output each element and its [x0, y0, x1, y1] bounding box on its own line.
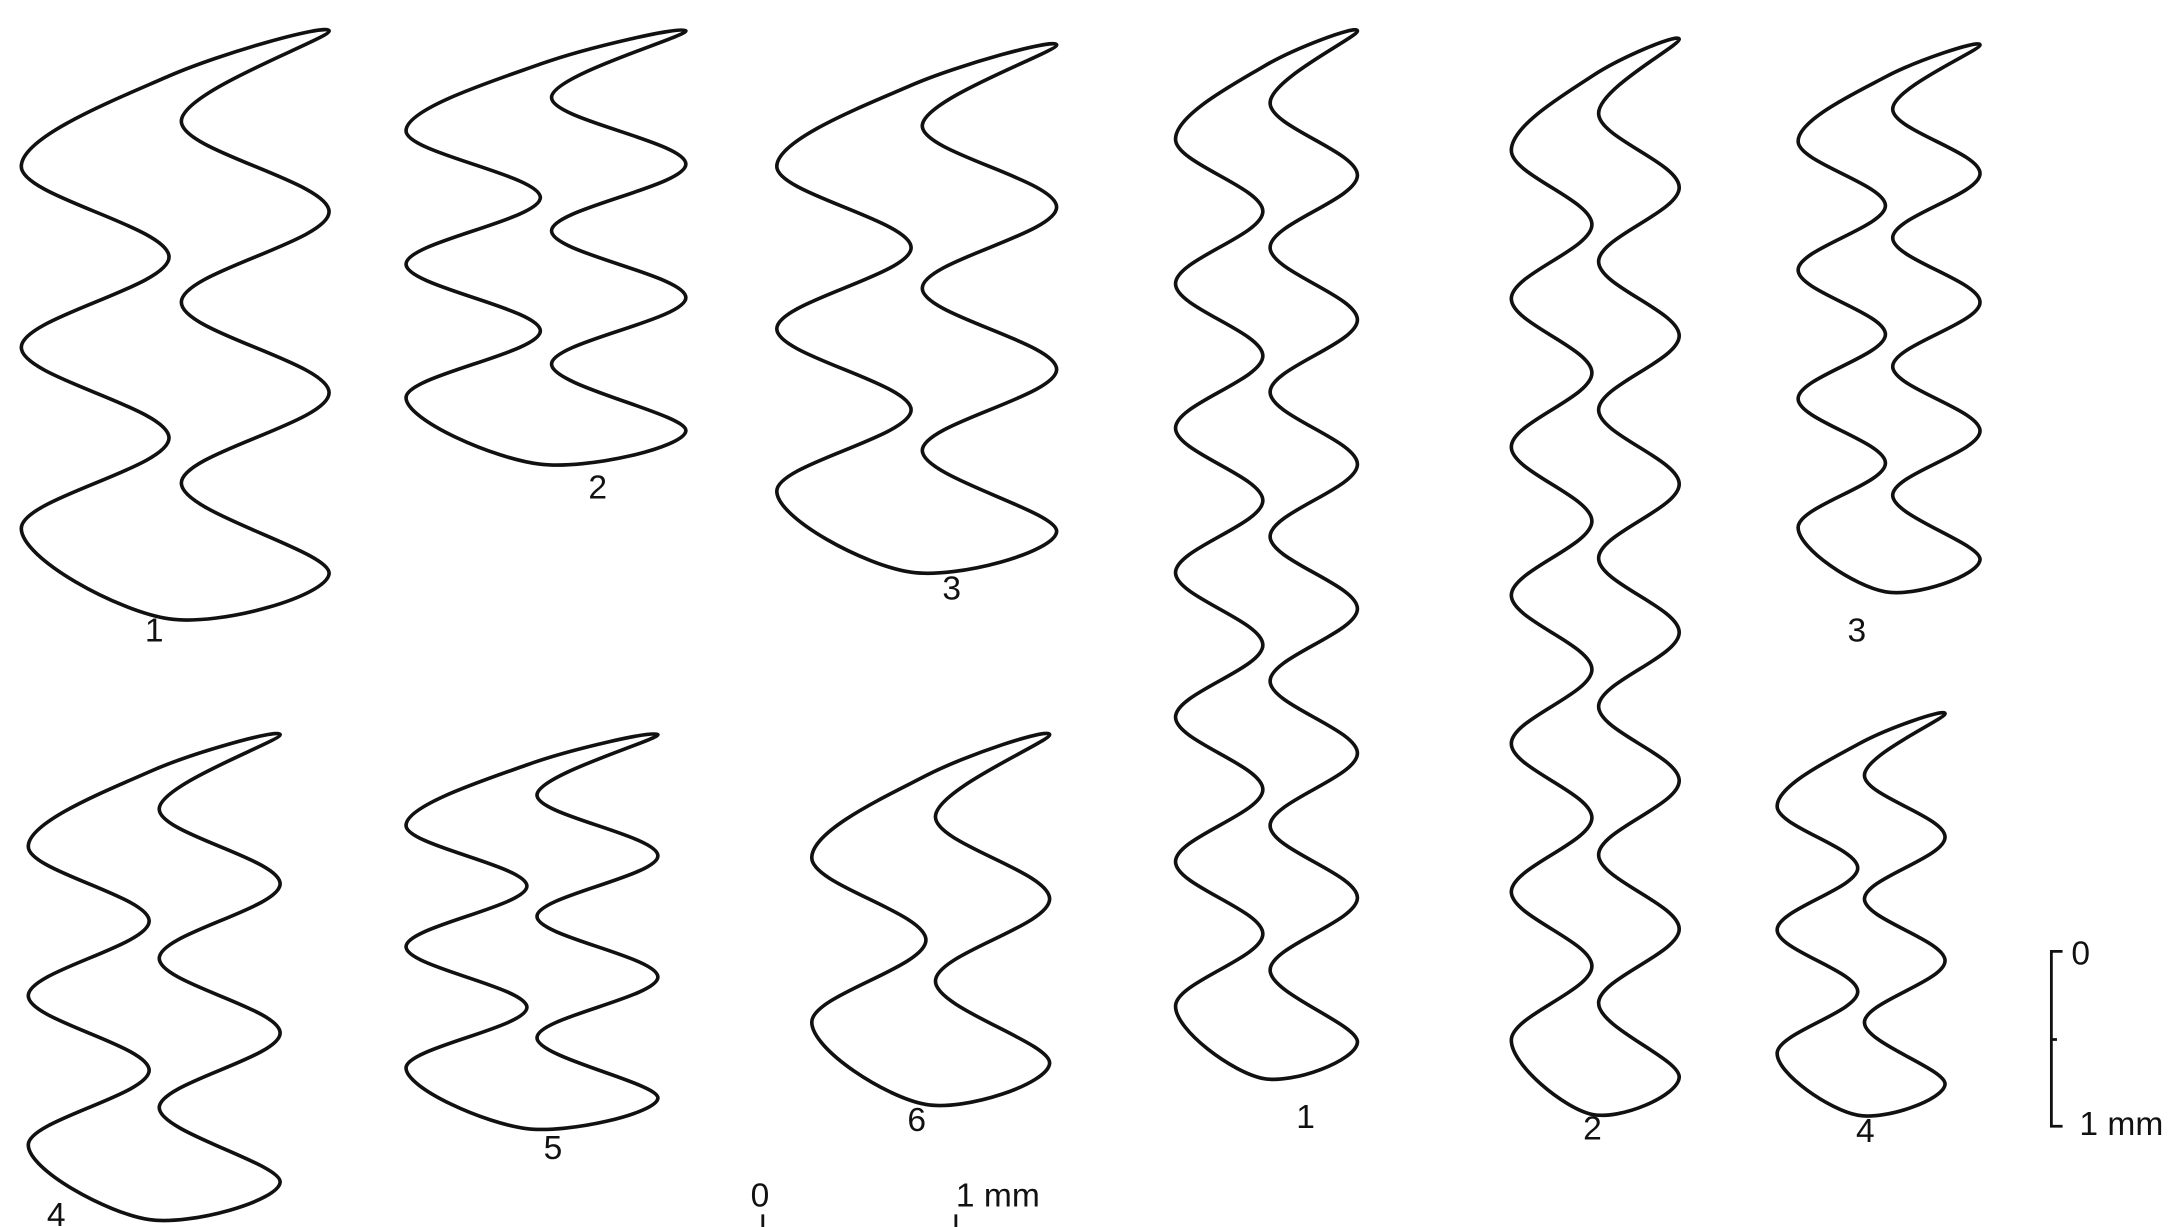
- tooth-outline: [19, 27, 331, 622]
- specimen-label: 3: [942, 570, 961, 607]
- scale-label: 0: [751, 1177, 770, 1214]
- specimen-label: 4: [1856, 1113, 1875, 1150]
- scale-bar: [2049, 949, 2063, 1128]
- specimen-label: 2: [588, 470, 607, 507]
- tooth-outline: [404, 731, 660, 1132]
- specimen-label: 6: [907, 1102, 926, 1139]
- specimen-label: 1: [1296, 1099, 1315, 1136]
- specimen-label: 5: [544, 1130, 563, 1167]
- scale-label: 1 mm: [956, 1177, 1040, 1214]
- specimen-label: 2: [1583, 1110, 1602, 1147]
- tooth-outline: [774, 41, 1059, 576]
- tooth-outline: [809, 731, 1052, 1108]
- tooth-outline: [1173, 28, 1360, 1082]
- tooth-outlines: [19, 27, 1982, 1223]
- specimen-label: 4: [47, 1197, 66, 1227]
- tooth-outline: [404, 28, 688, 467]
- scale-label: 0: [2071, 935, 2090, 972]
- tooth-outline: [26, 731, 282, 1223]
- specimen-label: 3: [1848, 612, 1867, 649]
- tooth-outline: [1796, 42, 1982, 595]
- specimen-label: 1: [145, 612, 164, 649]
- tooth-outline: [1509, 36, 1682, 1118]
- scale-label: 1 mm: [2079, 1106, 2163, 1143]
- tooth-outline: [1775, 710, 1947, 1118]
- scale-bar: [761, 1214, 958, 1227]
